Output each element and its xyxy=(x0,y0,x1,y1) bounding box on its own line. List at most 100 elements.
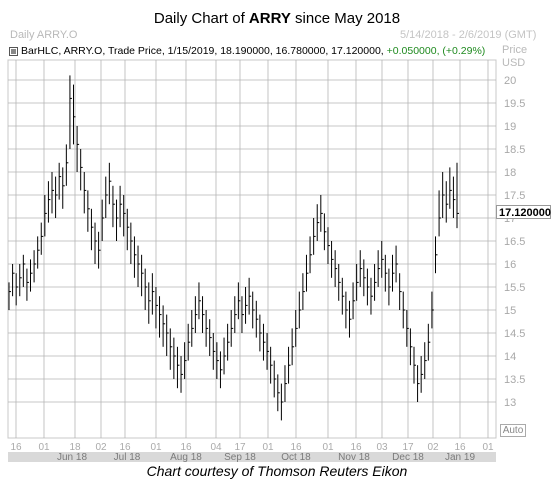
price-bar xyxy=(159,296,162,338)
x-day-label: 16 xyxy=(119,442,131,453)
x-day-label: 01 xyxy=(150,442,162,453)
price-bar xyxy=(449,167,452,209)
price-bar xyxy=(313,218,316,255)
price-bar xyxy=(273,360,277,398)
price-bar xyxy=(8,282,11,310)
price-bar xyxy=(133,236,137,278)
price-bar xyxy=(352,282,356,320)
instrument-label: Daily ARRY.O xyxy=(10,29,78,41)
y-tick-label: 18.5 xyxy=(504,144,525,156)
price-bar xyxy=(83,172,87,214)
price-bar xyxy=(391,254,395,292)
y-tick-label: 20 xyxy=(504,75,516,87)
price-bar xyxy=(33,250,37,283)
price-bar xyxy=(209,319,212,356)
price-bar xyxy=(176,346,180,389)
price-bar xyxy=(320,195,323,232)
price-bar xyxy=(302,273,305,310)
x-month-label: Dec 18 xyxy=(392,452,424,463)
x-month-label: Aug 18 xyxy=(170,452,202,463)
x-day-label: 03 xyxy=(376,442,388,453)
price-bar xyxy=(151,273,155,315)
price-bar xyxy=(305,254,309,292)
price-bar xyxy=(51,172,55,214)
x-day-label: 16 xyxy=(454,442,466,453)
x-day-label: 17 xyxy=(402,442,414,453)
price-bar xyxy=(166,314,169,356)
y-tick-label: 18 xyxy=(504,167,516,179)
price-bar xyxy=(191,310,194,347)
price-bar xyxy=(424,342,427,379)
price-bar xyxy=(137,245,141,287)
price-bar xyxy=(395,245,399,283)
price-bar xyxy=(374,264,377,301)
x-day-label: 02 xyxy=(427,442,439,453)
price-bar xyxy=(69,75,72,149)
price-bar xyxy=(266,333,270,370)
price-bar xyxy=(169,328,173,370)
price-bar xyxy=(316,204,320,241)
x-month-label: Nov 18 xyxy=(338,452,370,463)
price-bar xyxy=(230,310,234,347)
price-bar xyxy=(427,323,431,361)
x-day-label: 01 xyxy=(38,442,50,453)
price-bar xyxy=(291,328,295,366)
x-month-label: Jun 18 xyxy=(57,452,87,463)
price-bar xyxy=(359,250,363,287)
price-bar xyxy=(406,310,409,347)
x-day-label: 18 xyxy=(69,442,81,453)
price-bar xyxy=(452,176,456,218)
x-day-label: 16 xyxy=(290,442,302,453)
price-bar xyxy=(456,162,459,229)
x-month-label: Oct 18 xyxy=(281,452,311,463)
price-bar xyxy=(87,190,90,232)
price-bar xyxy=(141,254,144,297)
x-day-label: 02 xyxy=(95,442,107,453)
auto-scale-button[interactable]: Auto xyxy=(500,424,526,437)
price-bar xyxy=(399,273,402,310)
chart-title: Daily Chart of ARRY since May 2018 xyxy=(153,10,401,27)
price-bar xyxy=(338,264,341,301)
price-bar xyxy=(184,342,187,379)
price-bar xyxy=(47,181,51,223)
price-bar xyxy=(37,236,40,269)
price-bar xyxy=(119,185,123,228)
price-bar xyxy=(123,195,126,237)
price-bar xyxy=(101,199,105,241)
date-range-label: 5/14/2018 - 2/6/2019 (GMT) xyxy=(400,29,537,41)
bar-series-icon xyxy=(9,46,18,56)
legend-change-text: +0.050000, (+0.29%) xyxy=(386,45,486,57)
x-day-label: 01 xyxy=(322,442,334,453)
price-bar xyxy=(90,208,94,251)
series-legend: BarHLC, ARRY.O, Trade Price, 1/15/2019, … xyxy=(9,45,485,57)
price-bar xyxy=(298,291,302,329)
price-bar xyxy=(345,291,348,329)
price-bar xyxy=(331,241,334,278)
price-bar xyxy=(162,305,166,347)
price-bar xyxy=(205,310,209,347)
price-bar xyxy=(431,291,434,329)
price-bar xyxy=(26,268,29,301)
price-bar xyxy=(30,259,33,292)
y-tick-label: 13.5 xyxy=(504,374,525,386)
price-bar xyxy=(323,213,327,251)
x-day-label: 04 xyxy=(210,442,222,453)
price-bar xyxy=(284,365,287,402)
y-tick-label: 14.5 xyxy=(504,328,525,340)
price-bar xyxy=(445,181,449,223)
y-tick-label: 16.5 xyxy=(504,236,525,248)
price-bar xyxy=(363,259,366,297)
price-bar xyxy=(438,190,442,237)
price-bar xyxy=(377,250,381,287)
price-bar xyxy=(62,167,65,209)
price-bar xyxy=(255,300,259,338)
price-axis-header: Price USD xyxy=(502,44,528,69)
x-day-label: 01 xyxy=(262,442,274,453)
y-tick-label: 19 xyxy=(504,121,516,133)
x-day-label: 01 xyxy=(482,442,494,453)
price-bar xyxy=(94,222,98,264)
y-tick-label: 16 xyxy=(504,259,516,271)
price-bar xyxy=(370,277,373,315)
price-bar xyxy=(442,172,445,218)
price-bar xyxy=(65,144,69,186)
